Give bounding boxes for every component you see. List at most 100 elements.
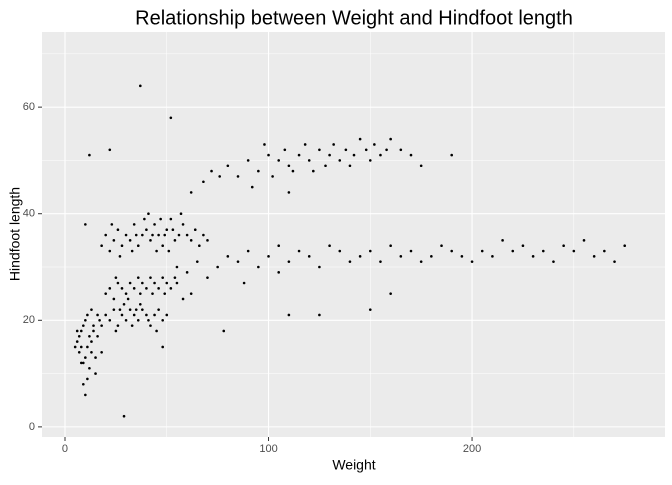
point bbox=[132, 313, 136, 317]
point bbox=[216, 265, 219, 269]
point bbox=[82, 324, 85, 327]
point bbox=[151, 233, 154, 237]
point bbox=[303, 143, 307, 146]
point bbox=[108, 148, 112, 152]
point bbox=[171, 228, 175, 232]
point bbox=[263, 143, 266, 146]
point bbox=[124, 318, 128, 322]
point bbox=[96, 313, 99, 317]
point bbox=[86, 313, 89, 317]
point bbox=[267, 255, 270, 258]
point bbox=[167, 249, 171, 253]
point bbox=[128, 308, 132, 311]
point bbox=[271, 175, 274, 178]
point bbox=[79, 329, 83, 333]
point bbox=[145, 228, 148, 232]
point bbox=[297, 153, 301, 157]
point bbox=[157, 308, 160, 311]
point bbox=[613, 260, 616, 263]
point bbox=[169, 287, 173, 290]
point bbox=[450, 153, 454, 157]
point bbox=[173, 276, 177, 279]
point bbox=[77, 334, 81, 338]
point bbox=[88, 366, 91, 370]
point bbox=[149, 239, 152, 242]
point bbox=[257, 169, 260, 173]
point bbox=[88, 153, 91, 157]
point bbox=[118, 255, 122, 258]
point bbox=[287, 260, 291, 263]
point bbox=[582, 239, 586, 242]
point bbox=[368, 249, 372, 253]
point bbox=[139, 292, 142, 295]
point bbox=[120, 287, 124, 290]
point bbox=[157, 233, 160, 237]
point bbox=[124, 292, 128, 295]
point bbox=[153, 223, 156, 226]
point bbox=[373, 143, 376, 146]
point bbox=[116, 281, 120, 285]
x-axis-label: Weight bbox=[332, 457, 375, 473]
point bbox=[181, 297, 185, 301]
point bbox=[132, 287, 136, 290]
point bbox=[163, 292, 167, 295]
point bbox=[222, 329, 226, 333]
point bbox=[287, 164, 291, 168]
y-tick-label: 60 bbox=[23, 101, 35, 113]
point bbox=[409, 153, 413, 157]
point bbox=[139, 303, 142, 306]
point bbox=[163, 233, 167, 237]
point bbox=[218, 175, 221, 178]
point bbox=[623, 244, 627, 247]
point bbox=[88, 334, 91, 338]
point bbox=[277, 159, 281, 162]
point bbox=[100, 244, 103, 247]
point bbox=[318, 265, 321, 269]
point bbox=[84, 356, 87, 359]
point bbox=[122, 414, 126, 418]
point bbox=[136, 244, 140, 247]
point bbox=[179, 212, 183, 216]
point bbox=[77, 350, 81, 354]
point bbox=[189, 191, 193, 194]
point bbox=[193, 228, 197, 232]
point bbox=[161, 318, 164, 322]
point bbox=[169, 116, 173, 120]
point bbox=[338, 159, 342, 162]
point bbox=[96, 334, 99, 338]
point bbox=[130, 249, 134, 253]
point bbox=[157, 287, 160, 290]
y-tick-label: 20 bbox=[23, 314, 35, 326]
point bbox=[84, 223, 87, 226]
point bbox=[328, 244, 331, 247]
point bbox=[368, 308, 372, 311]
point bbox=[491, 255, 494, 258]
point bbox=[189, 292, 193, 295]
point bbox=[130, 324, 134, 327]
point bbox=[165, 313, 169, 317]
point bbox=[104, 313, 108, 317]
point bbox=[572, 249, 576, 253]
point bbox=[226, 164, 230, 168]
point bbox=[136, 276, 140, 279]
point bbox=[165, 228, 169, 232]
x-tick-label: 0 bbox=[62, 443, 68, 455]
point bbox=[389, 137, 392, 141]
chart-title: Relationship between Weight and Hindfoot… bbox=[135, 7, 573, 29]
point bbox=[147, 318, 150, 322]
point bbox=[236, 175, 240, 178]
point bbox=[246, 249, 250, 253]
point bbox=[202, 180, 205, 184]
point bbox=[126, 297, 130, 301]
point bbox=[419, 260, 423, 263]
point bbox=[283, 148, 287, 152]
point bbox=[108, 287, 112, 290]
point bbox=[277, 271, 281, 274]
point bbox=[118, 308, 122, 311]
point bbox=[185, 271, 189, 274]
point bbox=[552, 260, 555, 263]
point bbox=[116, 324, 120, 327]
point bbox=[348, 164, 352, 168]
point bbox=[202, 233, 205, 237]
